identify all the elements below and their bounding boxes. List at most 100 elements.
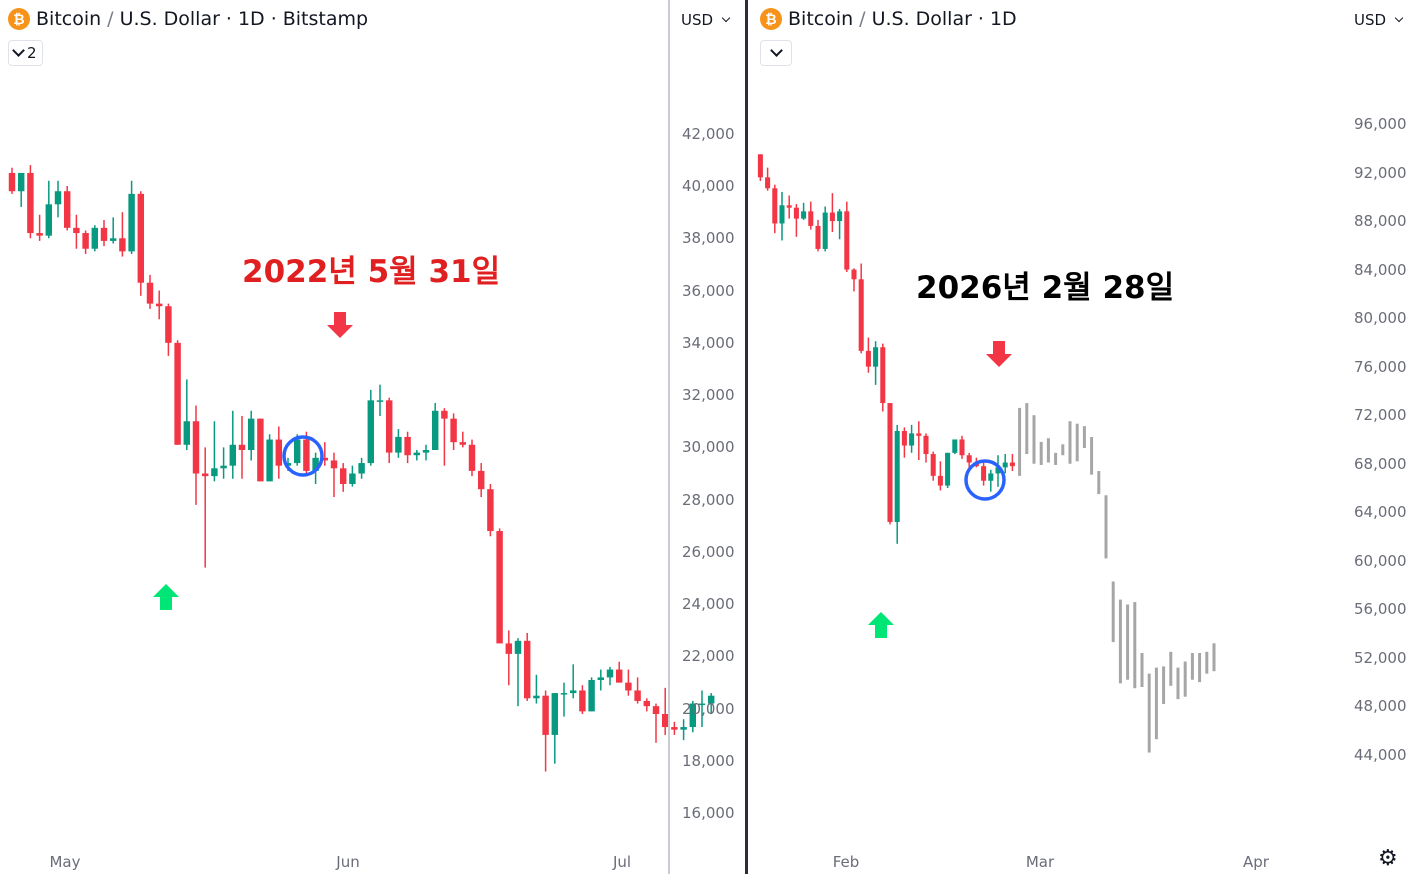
price-tick-label: 84,000 — [1354, 260, 1407, 279]
candle — [17, 172, 25, 207]
time-tick-label: Feb — [832, 853, 860, 871]
candle-body — [597, 677, 605, 681]
right-chart-plot[interactable] — [748, 0, 1419, 874]
candle — [995, 455, 1001, 487]
candle-body — [634, 690, 641, 701]
candle-body — [801, 211, 807, 219]
candle — [829, 193, 835, 232]
candle — [851, 268, 857, 292]
candle-body — [959, 439, 965, 456]
projection-bar — [1111, 581, 1115, 643]
candle — [858, 263, 864, 354]
candle — [988, 469, 994, 492]
price-tick-label: 96,000 — [1354, 114, 1407, 133]
candle-body — [606, 669, 614, 678]
price-tick-label: 40,000 — [682, 177, 735, 195]
chevron-down-icon — [721, 13, 731, 22]
separator: / — [107, 8, 114, 30]
candle — [413, 450, 421, 461]
candle — [321, 442, 329, 466]
candle-body — [376, 400, 384, 402]
candle — [634, 677, 641, 704]
candle-body — [183, 421, 191, 445]
price-tick-label: 30,000 — [682, 438, 735, 457]
candle-body — [779, 205, 785, 224]
candle — [174, 340, 181, 445]
projection-bar — [1183, 661, 1187, 697]
candle — [155, 290, 163, 320]
candle — [952, 439, 958, 455]
candle — [887, 403, 893, 525]
candle-body — [220, 465, 227, 469]
currency-selector[interactable]: USD — [681, 6, 731, 34]
projection-bar — [1061, 444, 1065, 456]
candle — [54, 180, 62, 218]
candle — [422, 444, 430, 461]
projection-bar — [1147, 673, 1151, 753]
right-chart-pane[interactable]: ₿ Bitcoin / U.S. Dollar · 1D USD 2026년 2… — [748, 0, 1419, 874]
candle-body — [988, 473, 994, 481]
projection-bar — [1126, 604, 1130, 680]
settings-gear-icon[interactable]: ⚙ — [1378, 846, 1398, 871]
currency-selector[interactable]: USD — [1354, 6, 1404, 34]
projection-bar — [1118, 599, 1122, 684]
candle — [560, 682, 568, 717]
candle — [229, 410, 237, 479]
interval[interactable]: 1D — [989, 8, 1017, 30]
candle-body — [257, 418, 264, 482]
left-chart-plot[interactable] — [0, 0, 745, 874]
pane-divider[interactable] — [745, 0, 748, 874]
candle — [945, 452, 951, 489]
candle-body — [91, 227, 99, 249]
candle-body — [560, 693, 568, 695]
candle-body — [995, 467, 1001, 474]
candle-body — [551, 693, 559, 735]
projection-bar — [1075, 423, 1079, 462]
candle-body — [786, 205, 792, 208]
highlight-circle — [964, 459, 1006, 501]
projection-bar — [1068, 421, 1072, 464]
candle — [385, 397, 393, 464]
candle — [865, 337, 871, 373]
candle — [109, 217, 117, 244]
symbol-name[interactable]: Bitcoin — [788, 8, 854, 30]
candle-body — [680, 727, 687, 730]
candle-body — [916, 433, 922, 436]
date-annotation: 2026년 2월 28일 — [916, 270, 1175, 306]
indicators-collapse-button[interactable]: 2 — [8, 40, 43, 66]
candle-body — [441, 410, 448, 419]
candle — [793, 204, 799, 237]
candle — [431, 402, 439, 450]
candle — [772, 184, 778, 234]
candle-body — [829, 212, 835, 222]
candle — [844, 201, 850, 273]
interval[interactable]: 1D — [237, 8, 265, 30]
candle-body — [275, 439, 283, 466]
separator-dot: · — [225, 8, 232, 30]
candle — [165, 303, 172, 356]
up-arrow-icon — [868, 612, 894, 638]
candle — [266, 434, 273, 482]
symbol-name[interactable]: Bitcoin — [36, 8, 102, 30]
time-tick-label: Mar — [1025, 853, 1055, 871]
candle — [873, 341, 879, 385]
price-tick-label: 34,000 — [682, 333, 735, 352]
candle-body — [8, 172, 16, 192]
price-tick-label: 80,000 — [1354, 309, 1407, 328]
candle-body — [981, 466, 987, 481]
price-tick-label: 24,000 — [682, 595, 735, 614]
candle-body — [894, 430, 900, 522]
candle-body — [671, 727, 678, 730]
down-arrow-icon — [327, 312, 353, 338]
projection-bar — [1176, 667, 1180, 700]
candle-body — [937, 475, 943, 486]
currency-label: USD — [681, 11, 714, 29]
candle — [349, 465, 356, 487]
candle-body — [128, 193, 135, 252]
indicators-collapse-button[interactable] — [760, 40, 792, 66]
candle-body — [1009, 462, 1015, 467]
price-tick-label: 64,000 — [1354, 503, 1407, 522]
candle — [450, 413, 457, 450]
candle-body — [858, 279, 864, 351]
left-chart-pane[interactable]: ₿ Bitcoin / U.S. Dollar · 1D · Bitstamp … — [0, 0, 745, 874]
